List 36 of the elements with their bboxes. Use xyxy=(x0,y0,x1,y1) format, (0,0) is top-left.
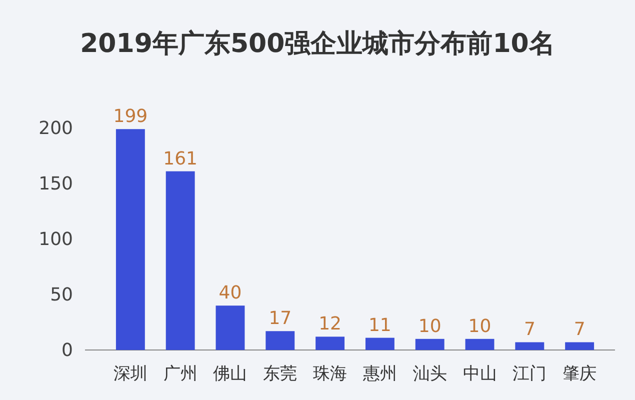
bar xyxy=(166,171,195,350)
data-label: 10 xyxy=(418,316,442,337)
x-tick-label: 中山 xyxy=(462,364,497,384)
bar xyxy=(116,129,145,350)
bar xyxy=(465,338,494,350)
data-label: 40 xyxy=(218,282,242,304)
x-tick-label: 汕头 xyxy=(412,364,447,384)
x-tick-label: 江门 xyxy=(512,364,547,384)
data-label: 161 xyxy=(163,148,198,170)
y-tick-label: 0 xyxy=(62,340,73,361)
y-tick-label: 100 xyxy=(38,229,73,250)
bar xyxy=(415,338,444,350)
x-tick-label: 深圳 xyxy=(113,364,148,384)
bar xyxy=(515,342,544,350)
y-tick-label: 50 xyxy=(50,284,73,306)
data-label: 199 xyxy=(113,106,148,128)
bar xyxy=(266,331,295,350)
data-label: 10 xyxy=(468,316,492,337)
data-label: 12 xyxy=(318,314,342,335)
bar xyxy=(216,306,245,350)
data-label: 7 xyxy=(524,319,536,340)
data-label: 7 xyxy=(574,319,586,340)
x-tick-label: 广州 xyxy=(163,364,198,384)
data-label: 11 xyxy=(368,314,392,336)
chart-title: 2019年广东500强企业城市分布前10名 xyxy=(80,29,555,59)
x-tick-label: 东莞 xyxy=(263,364,298,384)
y-tick-label: 150 xyxy=(38,174,73,194)
bar xyxy=(565,342,594,350)
y-tick-label: 200 xyxy=(38,118,73,139)
x-tick-label: 珠海 xyxy=(313,364,348,384)
bar xyxy=(316,336,345,350)
x-tick-label: 佛山 xyxy=(213,364,248,384)
x-tick-label: 肇庆 xyxy=(562,364,597,384)
x-tick-label: 惠州 xyxy=(362,364,397,384)
bar xyxy=(365,338,394,350)
data-label: 17 xyxy=(268,308,292,330)
